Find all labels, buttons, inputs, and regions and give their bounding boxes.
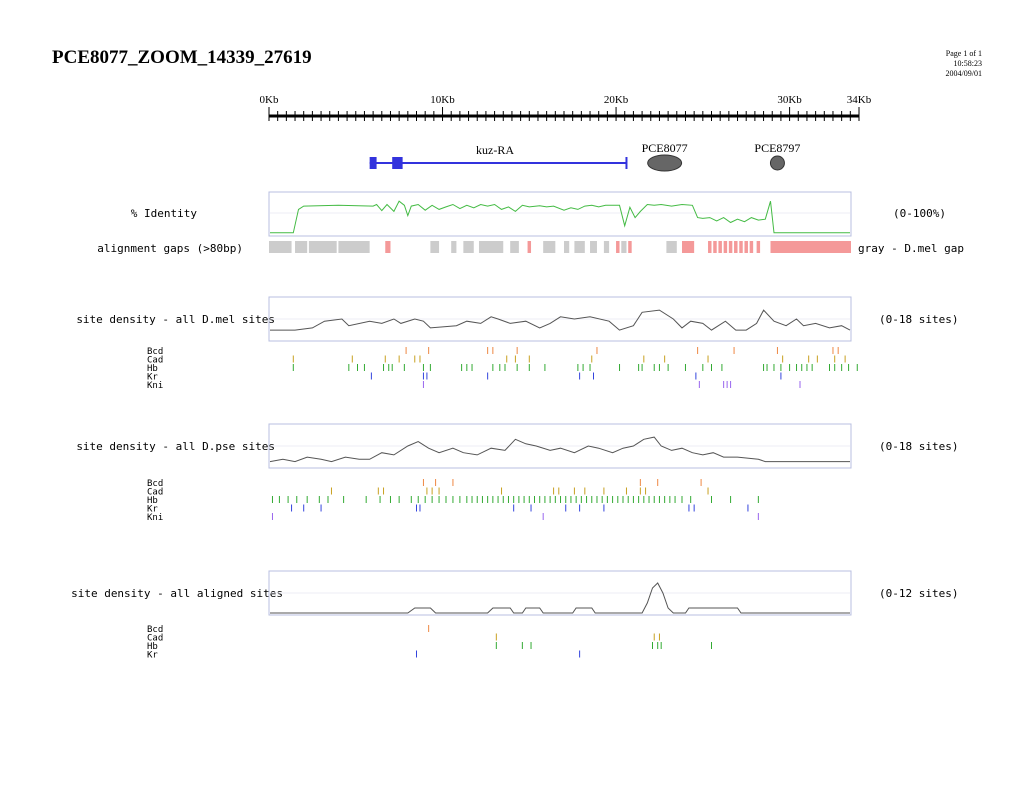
- gene-model-kuz-RA: kuz-RA: [369, 143, 628, 169]
- track-label-hb: Hb: [147, 496, 158, 506]
- track-label-bcd: Bcd: [147, 479, 163, 489]
- ruler-tick-label: 20Kb: [604, 94, 629, 106]
- gap-bar-pink: [527, 241, 532, 253]
- gap-bar-pink: [749, 241, 754, 253]
- identity-frame: [268, 191, 852, 237]
- gap-bar-pink: [739, 241, 743, 253]
- track-label-bcd: Bcd: [147, 625, 163, 635]
- gap-bar-gray: [666, 241, 677, 253]
- ruler-tick-label: 0Kb: [260, 94, 279, 106]
- gap-bar-gray: [574, 241, 585, 253]
- density-aligned-range-label: (0-12 sites): [879, 587, 958, 600]
- print-date: 2004/09/01: [945, 69, 982, 78]
- gaps-label: alignment gaps (>80bp): [97, 242, 243, 255]
- element-pce8077: PCE8077: [642, 141, 688, 172]
- gap-bar-pink: [756, 241, 761, 253]
- track-label-kni: Kni: [147, 513, 163, 523]
- gap-bar-gray: [430, 241, 440, 253]
- gene-exons: [369, 157, 403, 169]
- alignment-gaps-track: alignment gaps (>80bp) gray - D.mel gap: [97, 241, 964, 255]
- gap-bar-pink: [728, 241, 733, 253]
- gap-bar-gray: [308, 241, 337, 253]
- gap-bar-gray: [510, 241, 519, 253]
- page-title: PCE8077_ZOOM_14339_27619: [52, 47, 312, 68]
- density-dmel-label: site density - all D.mel sites: [76, 313, 275, 326]
- gap-bar-gray: [590, 241, 597, 253]
- gap-bar-pink: [713, 241, 717, 253]
- track-label-kni: Kni: [147, 381, 163, 391]
- density-dpse-label: site density - all D.pse sites: [76, 440, 275, 453]
- track-label-bcd: Bcd: [147, 347, 163, 357]
- density-aligned-label: site density - all aligned sites: [71, 587, 283, 600]
- gap-bar-gray: [338, 241, 370, 253]
- ruler-tick-label: 34Kb: [847, 94, 872, 106]
- track-label-cad: Cad: [147, 634, 163, 644]
- gene-name-label: kuz-RA: [476, 143, 514, 157]
- density-panel-aligned: site density - all aligned sites (0-12 s…: [71, 570, 958, 661]
- density-aligned-frame: [268, 570, 852, 616]
- density-dmel-range-label: (0-18 sites): [879, 313, 958, 326]
- gene-exon: [369, 157, 377, 169]
- gap-bar-gray: [603, 241, 610, 253]
- track-label-cad: Cad: [147, 356, 163, 366]
- gap-bar-gray: [621, 241, 627, 253]
- density-dpse-line: [269, 436, 850, 463]
- gene-exon: [392, 157, 403, 169]
- track-label-cad: Cad: [147, 488, 163, 498]
- gap-bar-gray: [269, 241, 292, 253]
- track-label-hb: Hb: [147, 364, 158, 374]
- element-pce8077-label: PCE8077: [642, 141, 688, 155]
- identity-label: % Identity: [131, 207, 198, 220]
- gap-bar-pink: [708, 241, 712, 253]
- gap-bar-pink: [744, 241, 748, 253]
- gap-bar-gray: [564, 241, 570, 253]
- density-dpse-range-label: (0-18 sites): [879, 440, 958, 453]
- track-label-kr: Kr: [147, 373, 158, 383]
- gap-bar-pink: [723, 241, 728, 253]
- element-pce8797-label: PCE8797: [754, 141, 800, 155]
- gap-bar-pink: [628, 241, 632, 253]
- gap-bar-gray: [543, 241, 556, 253]
- gap-bar-pink: [770, 241, 851, 253]
- gap-bar-gray: [295, 241, 308, 253]
- identity-panel: % Identity (0-100%): [131, 191, 946, 237]
- density-panel-dpse: site density - all D.pse sites (0-18 sit…: [76, 423, 958, 523]
- element-pce8077-oval: [647, 154, 683, 172]
- ruler-tick-label: 30Kb: [777, 94, 802, 106]
- ruler-ticks: [268, 107, 860, 121]
- track-label-kr: Kr: [147, 651, 158, 661]
- element-pce8797: PCE8797: [754, 141, 800, 171]
- ruler-tick-label: 10Kb: [430, 94, 455, 106]
- gap-bars: [269, 241, 851, 253]
- page-number: Page 1 of 1: [945, 49, 982, 58]
- gap-bar-gray: [451, 241, 457, 253]
- element-pce8797-oval: [769, 155, 785, 171]
- density-panel-dmel: site density - all D.mel sites (0-18 sit…: [76, 296, 958, 391]
- identity-range-label: (0-100%): [893, 207, 946, 220]
- print-time: 10:58:23: [953, 59, 982, 68]
- density-aligned-line: [270, 582, 850, 614]
- track-label-kr: Kr: [147, 505, 158, 515]
- identity-profile-line: [270, 200, 850, 234]
- gap-bar-pink: [734, 241, 738, 253]
- gap-bar-gray: [463, 241, 474, 253]
- gap-bar-pink: [616, 241, 620, 253]
- density-dpse-frame: [268, 423, 852, 469]
- gap-bar-pink: [682, 241, 695, 253]
- density-dmel-line: [270, 309, 851, 331]
- gap-bar-pink: [385, 241, 391, 253]
- kb-ruler: 0Kb 10Kb 20Kb 30Kb 34Kb: [260, 94, 872, 121]
- gap-bar-pink: [718, 241, 722, 253]
- ruler-tick-labels: 0Kb 10Kb 20Kb 30Kb 34Kb: [260, 94, 872, 106]
- density-dmel-frame: [268, 296, 852, 342]
- track-label-hb: Hb: [147, 642, 158, 652]
- page-meta: Page 1 of 1 10:58:23 2004/09/01: [946, 49, 982, 79]
- gap-bar-gray: [478, 241, 504, 253]
- gaps-legend: gray - D.mel gap: [858, 242, 964, 255]
